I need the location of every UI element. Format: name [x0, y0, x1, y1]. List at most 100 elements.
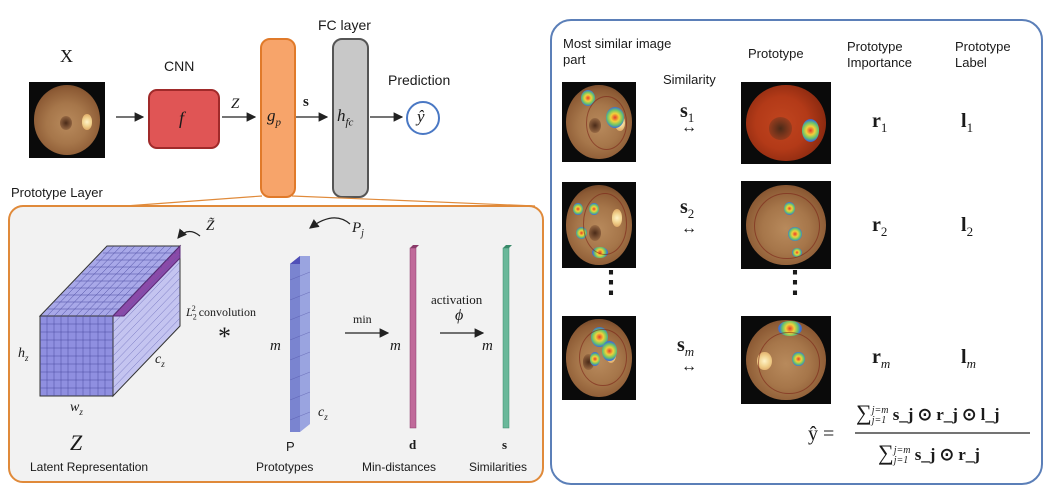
den-body: s_j ⊙ r_j [914, 445, 980, 464]
most-similar-image-2 [562, 182, 636, 268]
funnel-right [291, 195, 536, 207]
prototypes-slab [289, 256, 311, 432]
l2-sub: 2 [192, 312, 197, 322]
latent-cube [38, 244, 182, 398]
sm-sub: m [684, 344, 695, 359]
most-similar-image-m [562, 316, 636, 400]
latent-representation-label: Latent Representation [30, 460, 149, 474]
input-x-label: X [60, 46, 73, 66]
l2-conv-text: convolution [198, 305, 257, 319]
r2-label: r [872, 214, 881, 236]
cnn-label: CNN [164, 58, 195, 74]
cz2-label: c [318, 405, 325, 420]
s2-label: s [680, 196, 688, 218]
gp-label: g [267, 106, 276, 125]
col-similarity: Similarity [663, 72, 716, 87]
l2-label: L [186, 305, 193, 319]
most-similar-image-1 [562, 82, 636, 162]
num-sub: j=1 [871, 415, 887, 427]
s1-label: s [680, 100, 688, 122]
m-label-prototypes: m [270, 338, 281, 354]
gp-box: gp [260, 38, 296, 198]
r1-label: r [872, 110, 881, 132]
min-distances-bar [409, 245, 419, 429]
cz-label: c [155, 352, 162, 367]
formula-lhs: ŷ = [808, 423, 835, 445]
lm-sub: m [966, 356, 976, 371]
l2-sup: 2 [191, 304, 196, 313]
cz-sub: z [161, 358, 165, 369]
s2-arrow: ↔ [681, 220, 697, 237]
formula-denominator: ∑ j=m j=1 s_j ⊙ r_j [878, 440, 980, 466]
input-fundus-image [29, 82, 105, 158]
cnn-f-label: f [179, 108, 185, 128]
fc-layer-title: FC layer [318, 17, 371, 33]
pj-sub: j [361, 228, 364, 239]
hfc-label: h [337, 106, 346, 125]
formula-numerator: ∑ j=m j=1 s_j ⊙ r_j ⊙ l_j [856, 400, 1000, 426]
wz-sub: z [79, 406, 83, 417]
den-sum: ∑ [878, 440, 894, 465]
l1-label: l [961, 110, 967, 132]
pj-label: P [352, 220, 362, 236]
l2-label: l [961, 214, 967, 236]
similarities-bar [502, 245, 512, 429]
prototype-layer-title: Prototype Layer [11, 185, 103, 200]
pj-arrow [309, 217, 351, 229]
z-big-label: Z [70, 430, 83, 455]
hz-sub: z [25, 352, 29, 363]
p-label: P [286, 439, 295, 454]
sm-arrow: ↔ [681, 358, 697, 375]
num-sup: j=m [871, 405, 889, 417]
rm-label: r [872, 346, 881, 368]
activation-label: activation [431, 292, 483, 307]
num-body: s_j ⊙ r_j ⊙ l_j [892, 405, 1000, 424]
s1-arrow: ↔ [681, 119, 697, 136]
cz2-sub: z [324, 411, 328, 422]
col-importance: Prototype Importance [847, 39, 913, 70]
m-label-similarities: m [482, 338, 493, 354]
m-label-mindist: m [390, 338, 401, 354]
s-label-similarities: s [502, 437, 508, 452]
fc-box: hfc [332, 38, 369, 198]
num-sum: ∑ [856, 400, 872, 425]
s2-sub: 2 [687, 206, 695, 221]
l2-sub-label: 2 [966, 224, 974, 239]
den-sub: j=1 [893, 455, 909, 467]
r1-sub: 1 [880, 120, 888, 135]
yhat-label: ŷ [417, 107, 425, 126]
z-arrow-label: Z [231, 96, 240, 112]
prototypes-label: Prototypes [256, 460, 314, 474]
convolution-star: * [218, 322, 231, 351]
cnn-box: f [148, 89, 220, 149]
similarities-label: Similarities [469, 460, 528, 474]
ztilde-arrow [177, 228, 201, 239]
wz-label: w [70, 400, 80, 415]
rm-sub: m [880, 356, 891, 371]
r2-sub: 2 [880, 224, 888, 239]
hfc-sub: fc [345, 116, 354, 129]
prediction-label: Prediction [388, 72, 451, 88]
prototype-image-2 [741, 181, 831, 269]
col-label: Prototype Label [955, 39, 1011, 70]
den-sup: j=m [893, 445, 911, 457]
s-arrow-label: s [303, 94, 309, 110]
col-most-similar: Most similar image part [563, 36, 672, 67]
prototype-image-m [741, 316, 831, 404]
min-distances-label: Min-distances [362, 460, 437, 474]
hz-label: h [18, 346, 25, 361]
dots-right: ⋮ [780, 266, 810, 299]
phi-label: ϕ [455, 307, 464, 324]
funnel-left [124, 195, 263, 207]
d-label: d [409, 437, 417, 452]
min-label: min [353, 312, 372, 326]
sm-label: s [677, 334, 685, 356]
prediction-circle: ŷ [406, 101, 440, 135]
col-prototype: Prototype [748, 46, 804, 61]
prototype-image-1 [741, 82, 831, 164]
l1-sub: 1 [966, 120, 974, 135]
gp-sub: p [275, 116, 282, 129]
ztilde-label: Z̃ [206, 218, 215, 234]
dots-left: ⋮ [596, 266, 626, 299]
s1-sub: 1 [687, 110, 695, 125]
